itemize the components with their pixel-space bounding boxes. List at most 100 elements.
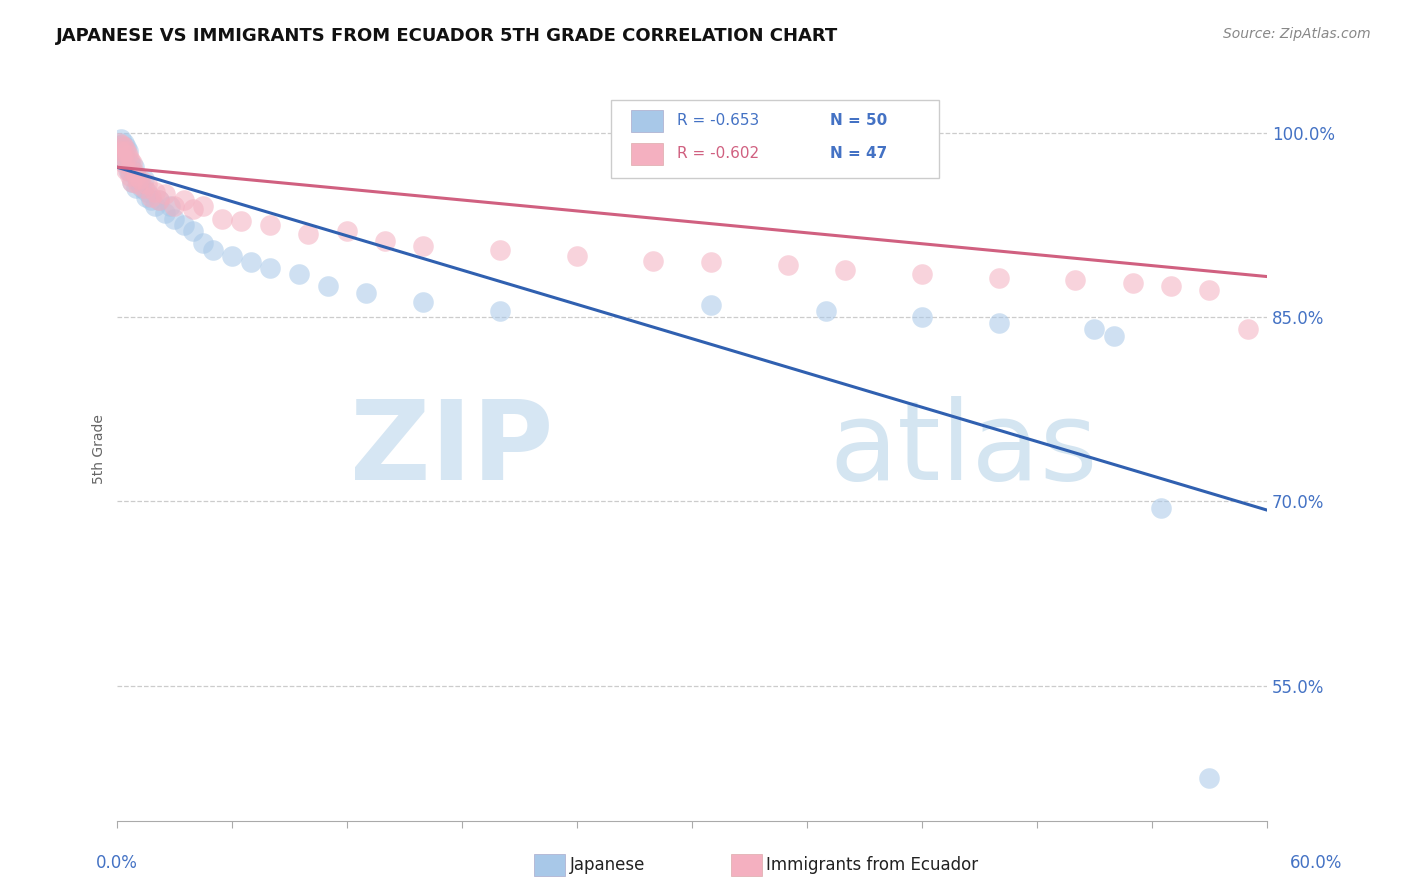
Point: [153, 205, 176, 219]
Point: [259, 218, 281, 232]
Bar: [631, 110, 664, 133]
Point: [121, 156, 143, 170]
Point: [354, 285, 377, 300]
Point: [122, 165, 145, 179]
Point: [700, 298, 723, 312]
Point: [148, 194, 170, 208]
Point: [1083, 322, 1105, 336]
Point: [911, 310, 934, 324]
Point: [121, 162, 143, 177]
Point: [107, 136, 129, 150]
Text: R = -0.653: R = -0.653: [676, 113, 759, 128]
Point: [316, 279, 339, 293]
Point: [110, 144, 132, 158]
Text: atlas: atlas: [830, 396, 1098, 503]
Point: [700, 254, 723, 268]
Point: [211, 211, 233, 226]
Bar: [631, 143, 664, 165]
Point: [183, 224, 205, 238]
Point: [239, 254, 262, 268]
Point: [141, 189, 163, 203]
Point: [141, 194, 163, 208]
Point: [120, 165, 142, 179]
Point: [112, 156, 135, 170]
Text: 0.0%: 0.0%: [96, 855, 138, 872]
Text: N = 47: N = 47: [830, 145, 887, 161]
Point: [163, 199, 186, 213]
Text: Immigrants from Ecuador: Immigrants from Ecuador: [766, 856, 979, 874]
Text: 60.0%: 60.0%: [1291, 855, 1343, 872]
Point: [112, 136, 135, 150]
Point: [565, 249, 588, 263]
Point: [111, 153, 134, 167]
Point: [183, 202, 205, 216]
Y-axis label: 5th Grade: 5th Grade: [93, 414, 107, 484]
Point: [127, 175, 149, 189]
Point: [191, 236, 214, 251]
Point: [776, 259, 799, 273]
Point: [814, 304, 837, 318]
Point: [112, 140, 135, 154]
Text: JAPANESE VS IMMIGRANTS FROM ECUADOR 5TH GRADE CORRELATION CHART: JAPANESE VS IMMIGRANTS FROM ECUADOR 5TH …: [56, 27, 838, 45]
Point: [1198, 283, 1220, 297]
Point: [643, 253, 665, 268]
Point: [489, 243, 512, 257]
Point: [153, 187, 176, 202]
Point: [1236, 322, 1258, 336]
Point: [121, 175, 143, 189]
Point: [288, 267, 311, 281]
Text: Japanese: Japanese: [569, 856, 645, 874]
Point: [1122, 276, 1144, 290]
Point: [110, 132, 132, 146]
Point: [107, 138, 129, 153]
Point: [134, 189, 156, 203]
Point: [987, 270, 1010, 285]
Point: [987, 316, 1010, 330]
Point: [111, 140, 134, 154]
Point: [125, 181, 148, 195]
Point: [111, 138, 134, 153]
Point: [173, 218, 195, 232]
Point: [128, 172, 150, 186]
Point: [1150, 500, 1173, 515]
FancyBboxPatch shape: [612, 100, 939, 178]
Point: [412, 239, 434, 253]
Point: [374, 234, 396, 248]
Point: [120, 169, 142, 183]
Point: [201, 243, 224, 257]
Point: [336, 224, 359, 238]
Point: [143, 199, 166, 213]
Text: ZIP: ZIP: [350, 396, 554, 503]
Point: [1198, 771, 1220, 785]
Point: [221, 249, 243, 263]
Point: [111, 150, 134, 164]
Point: [1064, 273, 1087, 287]
Point: [163, 211, 186, 226]
Point: [911, 267, 934, 281]
Point: [136, 178, 159, 192]
Point: [834, 263, 856, 277]
Point: [1102, 328, 1125, 343]
Point: [1160, 279, 1182, 293]
Point: [148, 194, 170, 208]
Point: [259, 260, 281, 275]
Point: [128, 178, 150, 192]
Point: [122, 160, 145, 174]
Point: [117, 162, 139, 177]
Point: [117, 144, 139, 158]
Text: Source: ZipAtlas.com: Source: ZipAtlas.com: [1223, 27, 1371, 41]
Point: [191, 199, 214, 213]
Point: [121, 175, 143, 189]
Point: [112, 148, 135, 162]
Point: [115, 144, 138, 158]
Point: [143, 185, 166, 199]
Point: [125, 169, 148, 183]
Point: [489, 304, 512, 318]
Point: [173, 194, 195, 208]
Point: [136, 185, 159, 199]
Point: [115, 162, 138, 177]
Point: [132, 172, 155, 186]
Point: [131, 181, 153, 195]
Point: [125, 169, 148, 183]
Point: [159, 199, 181, 213]
